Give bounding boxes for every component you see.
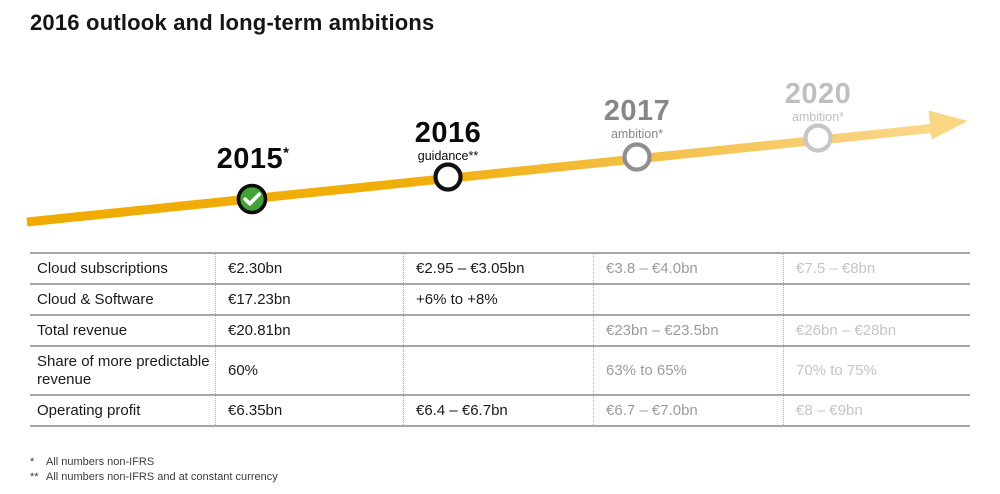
- milestone-year: 2016: [414, 117, 482, 149]
- cell-2020: 70% to 75%: [783, 347, 970, 394]
- milestone-sublabel: ambition*: [791, 110, 845, 124]
- table-row: Share of more predictable revenue 60% 63…: [30, 345, 970, 394]
- page-title: 2016 outlook and long-term ambitions: [30, 10, 435, 35]
- cell-2016: €2.95 – €3.05bn: [403, 254, 593, 283]
- cell-2015: €2.30bn: [215, 254, 403, 283]
- cell-2020: €8 – €9bn: [783, 396, 970, 425]
- footnote-text: All numbers non-IFRS and at constant cur…: [46, 470, 278, 483]
- cell-2015: €6.35bn: [215, 396, 403, 425]
- row-label: Cloud subscriptions: [37, 259, 168, 277]
- row-label: Share of more predictable revenue: [37, 353, 210, 388]
- footnotes: * All numbers non-IFRS ** All numbers no…: [30, 455, 278, 484]
- cell-2016: [403, 347, 593, 394]
- table-row: Operating profit €6.35bn €6.4 – €6.7bn €…: [30, 394, 970, 425]
- table-row: Total revenue €20.81bn €23bn – €23.5bn €…: [30, 314, 970, 345]
- row-label: Total revenue: [37, 321, 128, 339]
- footnote-1: * All numbers non-IFRS: [30, 455, 278, 470]
- cell-2015: 60%: [215, 347, 403, 394]
- milestone-2017-marker: [622, 142, 652, 172]
- cell-2017: €6.7 – €7.0bn: [593, 396, 783, 425]
- milestone-2015-label: 2015*: [168, 145, 338, 174]
- milestone-2016-marker: [433, 162, 463, 192]
- row-label: Cloud & Software: [37, 290, 154, 308]
- footnote-2: ** All numbers non-IFRS and at constant …: [30, 470, 278, 485]
- cell-2016: €6.4 – €6.7bn: [403, 396, 593, 425]
- table-row: Cloud subscriptions €2.30bn €2.95 – €3.0…: [30, 252, 970, 283]
- milestone-2015-marker: [236, 183, 268, 215]
- outlook-table: Cloud subscriptions €2.30bn €2.95 – €3.0…: [30, 252, 970, 427]
- cell-2017: €23bn – €23.5bn: [593, 316, 783, 345]
- footnote-mark: *: [30, 456, 35, 468]
- milestone-2020-marker: [803, 123, 833, 153]
- cell-2020: [783, 285, 970, 314]
- milestone-year: 2020: [784, 78, 852, 110]
- footnote-mark: *: [283, 144, 290, 162]
- cell-2016: +6% to +8%: [403, 285, 593, 314]
- timeline-arrow: [26, 110, 968, 227]
- milestone-sublabel: ambition*: [610, 127, 664, 141]
- cell-2017: 63% to 65%: [593, 347, 783, 394]
- row-label: Operating profit: [37, 401, 141, 419]
- milestone-year: 2017: [603, 95, 671, 127]
- cell-2015: €17.23bn: [215, 285, 403, 314]
- cell-2016: [403, 316, 593, 345]
- cell-2015: €20.81bn: [215, 316, 403, 345]
- cell-2020: €7.5 – €8bn: [783, 254, 970, 283]
- table-row: Cloud & Software €17.23bn +6% to +8%: [30, 283, 970, 314]
- cell-2020: €26bn – €28bn: [783, 316, 970, 345]
- milestone-2017-label: 2017 ambition*: [552, 95, 722, 142]
- check-icon: [243, 192, 261, 206]
- milestone-2020-label: 2020 ambition*: [733, 78, 903, 125]
- timeline-line: [26, 123, 937, 227]
- timeline-arrowhead: [928, 110, 968, 140]
- milestone-year: 2015*: [216, 143, 290, 175]
- milestone-sublabel: guidance**: [417, 149, 479, 163]
- milestone-2016-label: 2016 guidance**: [363, 117, 533, 164]
- footnote-text: All numbers non-IFRS: [46, 456, 155, 468]
- cell-2017: €3.8 – €4.0bn: [593, 254, 783, 283]
- cell-2017: [593, 285, 783, 314]
- footnote-mark: **: [30, 470, 39, 483]
